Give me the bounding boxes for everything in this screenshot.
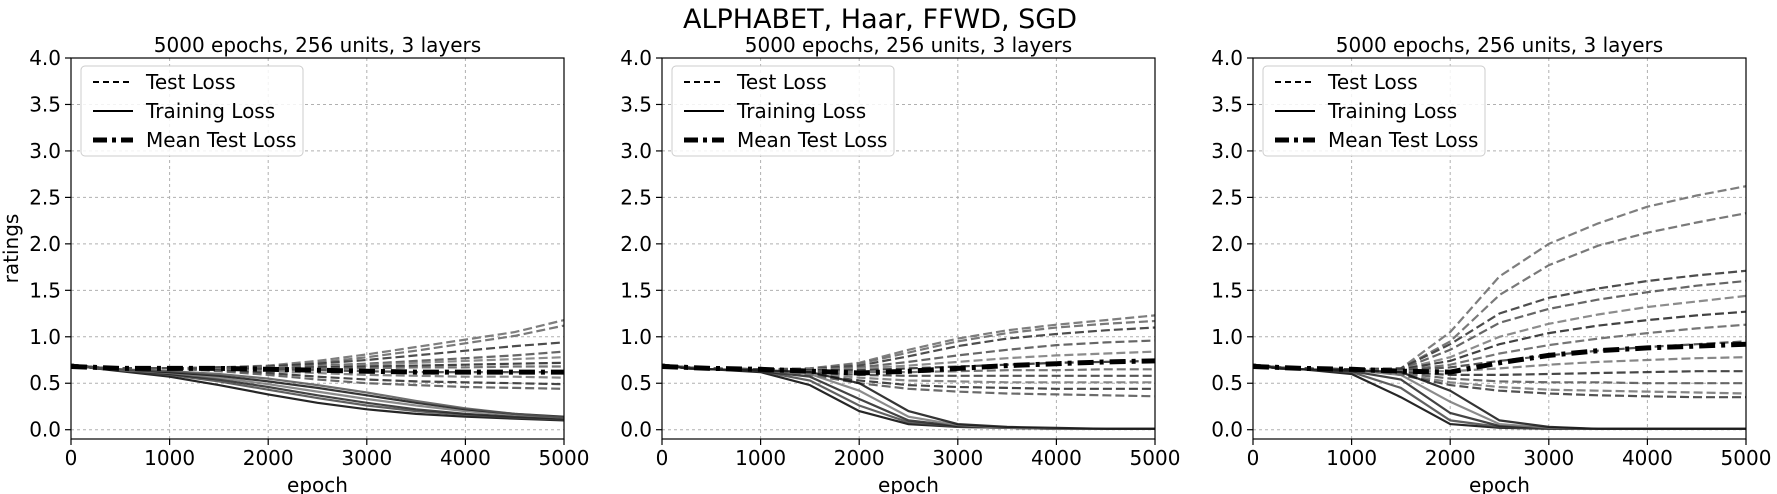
chart-panel-2: 0 1000 2000 3000 4000 5000 0.0 0.5 1.0 1.5 2.0 2.5 3… — [620, 33, 1180, 494]
plot-frame — [70, 57, 565, 440]
legend-label: Training Loss — [736, 99, 866, 123]
x-tick-label: 2000 — [834, 446, 885, 470]
y-axis-label: ratings — [0, 214, 23, 284]
legend-box — [1262, 65, 1486, 157]
test-loss-line — [70, 319, 565, 370]
panel-title: 5000 epochs, 256 units, 3 layers — [154, 33, 481, 57]
y-tick-label: 0.5 — [29, 371, 61, 395]
x-tick-label: 3000 — [341, 446, 392, 470]
x-axis-label: epoch — [1469, 473, 1530, 494]
legend-label: Training Loss — [145, 99, 275, 123]
legend-label: Test Loss — [145, 70, 236, 94]
legend-label: Test Loss — [1327, 70, 1418, 94]
plot-frame — [661, 57, 1156, 440]
y-tick-label: 3.0 — [29, 139, 61, 163]
y-tick-label: 1.0 — [29, 325, 61, 349]
x-tick-label: 4000 — [1031, 446, 1082, 470]
legend-label: Mean Test Loss — [146, 128, 296, 152]
legend: Test Loss Training Loss Mean Test Loss — [80, 65, 304, 157]
x-tick-label: 1000 — [144, 446, 195, 470]
y-tick-label: 2.0 — [1211, 232, 1243, 256]
chart-panel-3: 0 1000 2000 3000 4000 5000 0.0 0.5 1.0 1.5 2.0 2.5 3… — [1211, 33, 1771, 494]
y-tick-label: 2.0 — [620, 232, 652, 256]
training-loss-line — [661, 363, 1155, 430]
legend-box — [80, 65, 304, 157]
x-tick-label: 4000 — [440, 446, 491, 470]
chart-panel-1: 0 1000 2000 3000 4000 5000 0.0 0.5 1.0 1.5 2.0 2.5 3… — [0, 33, 589, 494]
test-loss-line — [70, 324, 565, 370]
y-tick-label: 2.5 — [620, 185, 652, 209]
mean-test-loss-line — [70, 364, 564, 375]
y-tick-label: 3.5 — [1211, 92, 1243, 116]
x-tick-label: 5000 — [1130, 446, 1181, 470]
panel-title: 5000 epochs, 256 units, 3 layers — [745, 33, 1072, 57]
x-tick-label: 1000 — [1326, 446, 1377, 470]
x-tick-label: 4000 — [1622, 446, 1673, 470]
x-tick-label: 5000 — [1721, 446, 1772, 470]
y-tick-label: 0.0 — [1211, 418, 1243, 442]
y-tick-label: 4.0 — [620, 46, 652, 70]
training-loss-line — [661, 363, 1155, 430]
legend-label: Test Loss — [736, 70, 827, 94]
training-loss-line — [661, 363, 1155, 430]
y-tick-label: 0.0 — [620, 418, 652, 442]
panels: 0 1000 2000 3000 4000 5000 0.0 0.5 1.0 1.5 2.0 2.5 3… — [0, 33, 1771, 494]
plot-frame — [1252, 57, 1747, 440]
y-tick-label: 0.0 — [29, 418, 61, 442]
training-loss-line — [661, 363, 1155, 430]
y-tick-label: 3.0 — [620, 139, 652, 163]
y-tick-label: 1.5 — [1211, 278, 1243, 302]
x-tick-label: 2000 — [243, 446, 294, 470]
y-tick-label: 2.5 — [1211, 185, 1243, 209]
legend: Test Loss Training Loss Mean Test Loss — [1262, 65, 1486, 157]
y-tick-label: 1.5 — [620, 278, 652, 302]
panel-title: 5000 epochs, 256 units, 3 layers — [1336, 33, 1663, 57]
x-axis-label: epoch — [287, 473, 348, 494]
x-axis-label: epoch — [878, 473, 939, 494]
test-loss-line — [1252, 279, 1747, 371]
x-tick-label: 1000 — [735, 446, 786, 470]
y-tick-label: 0.5 — [620, 371, 652, 395]
y-tick-label: 3.5 — [29, 92, 61, 116]
y-tick-label: 3.5 — [620, 92, 652, 116]
training-loss-line — [661, 363, 1155, 430]
legend-label: Training Loss — [1327, 99, 1457, 123]
y-tick-label: 3.0 — [1211, 139, 1243, 163]
mean-test-loss-line — [661, 358, 1156, 376]
x-tick-label: 3000 — [1523, 446, 1574, 470]
y-tick-label: 1.0 — [1211, 325, 1243, 349]
x-tick-label: 2000 — [1425, 446, 1476, 470]
y-tick-label: 2.5 — [29, 185, 61, 209]
y-tick-label: 2.0 — [29, 232, 61, 256]
y-tick-label: 1.0 — [620, 325, 652, 349]
y-tick-label: 4.0 — [1211, 46, 1243, 70]
x-tick-label: 5000 — [539, 446, 590, 470]
x-tick-label: 0 — [656, 446, 669, 470]
x-tick-label: 0 — [65, 446, 78, 470]
legend-label: Mean Test Loss — [737, 128, 887, 152]
y-tick-label: 0.5 — [1211, 371, 1243, 395]
legend: Test Loss Training Loss Mean Test Loss — [671, 65, 895, 157]
y-tick-label: 1.5 — [29, 278, 61, 302]
legend-label: Mean Test Loss — [1328, 128, 1478, 152]
y-tick-label: 4.0 — [29, 46, 61, 70]
figure-suptitle: ALPHABET, Haar, FFWD, SGD — [683, 4, 1077, 35]
x-tick-label: 3000 — [932, 446, 983, 470]
mean-test-loss-line — [1252, 341, 1747, 375]
x-tick-label: 0 — [1247, 446, 1260, 470]
legend-box — [671, 65, 895, 157]
